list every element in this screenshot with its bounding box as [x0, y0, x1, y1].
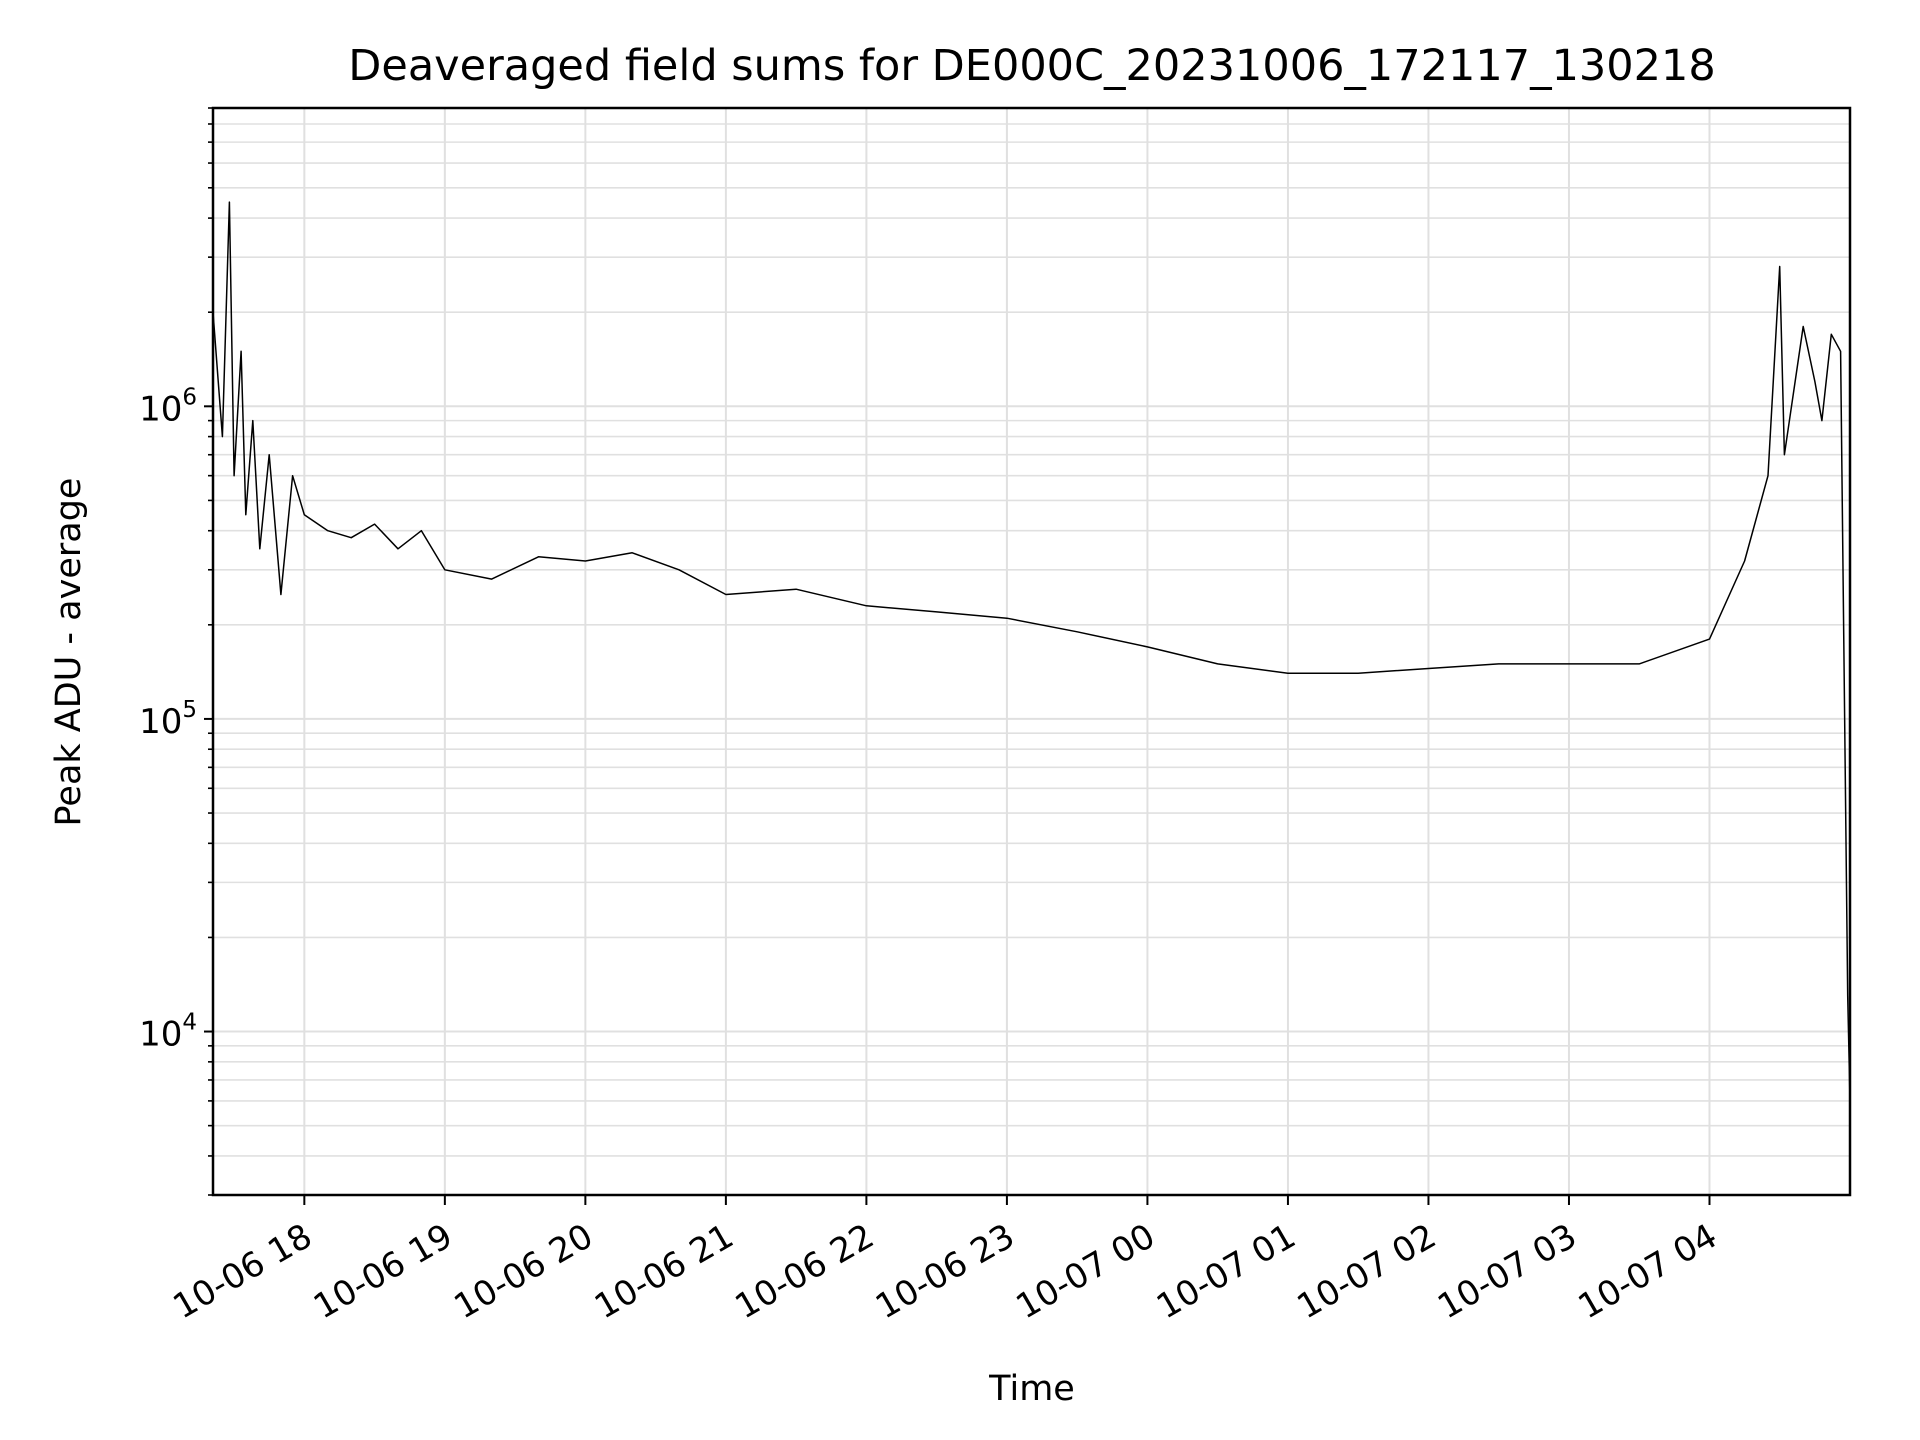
chart-title: Deaveraged field sums for DE000C_2023100…	[348, 41, 1715, 91]
grid	[213, 107, 1850, 1196]
series-line	[212, 201, 1851, 1101]
x-axis-label: Time	[988, 1369, 1075, 1409]
series-layer	[212, 201, 1851, 1101]
y-axis-label: Peak ADU - average	[49, 478, 89, 827]
plot-frame	[211, 106, 1852, 1197]
